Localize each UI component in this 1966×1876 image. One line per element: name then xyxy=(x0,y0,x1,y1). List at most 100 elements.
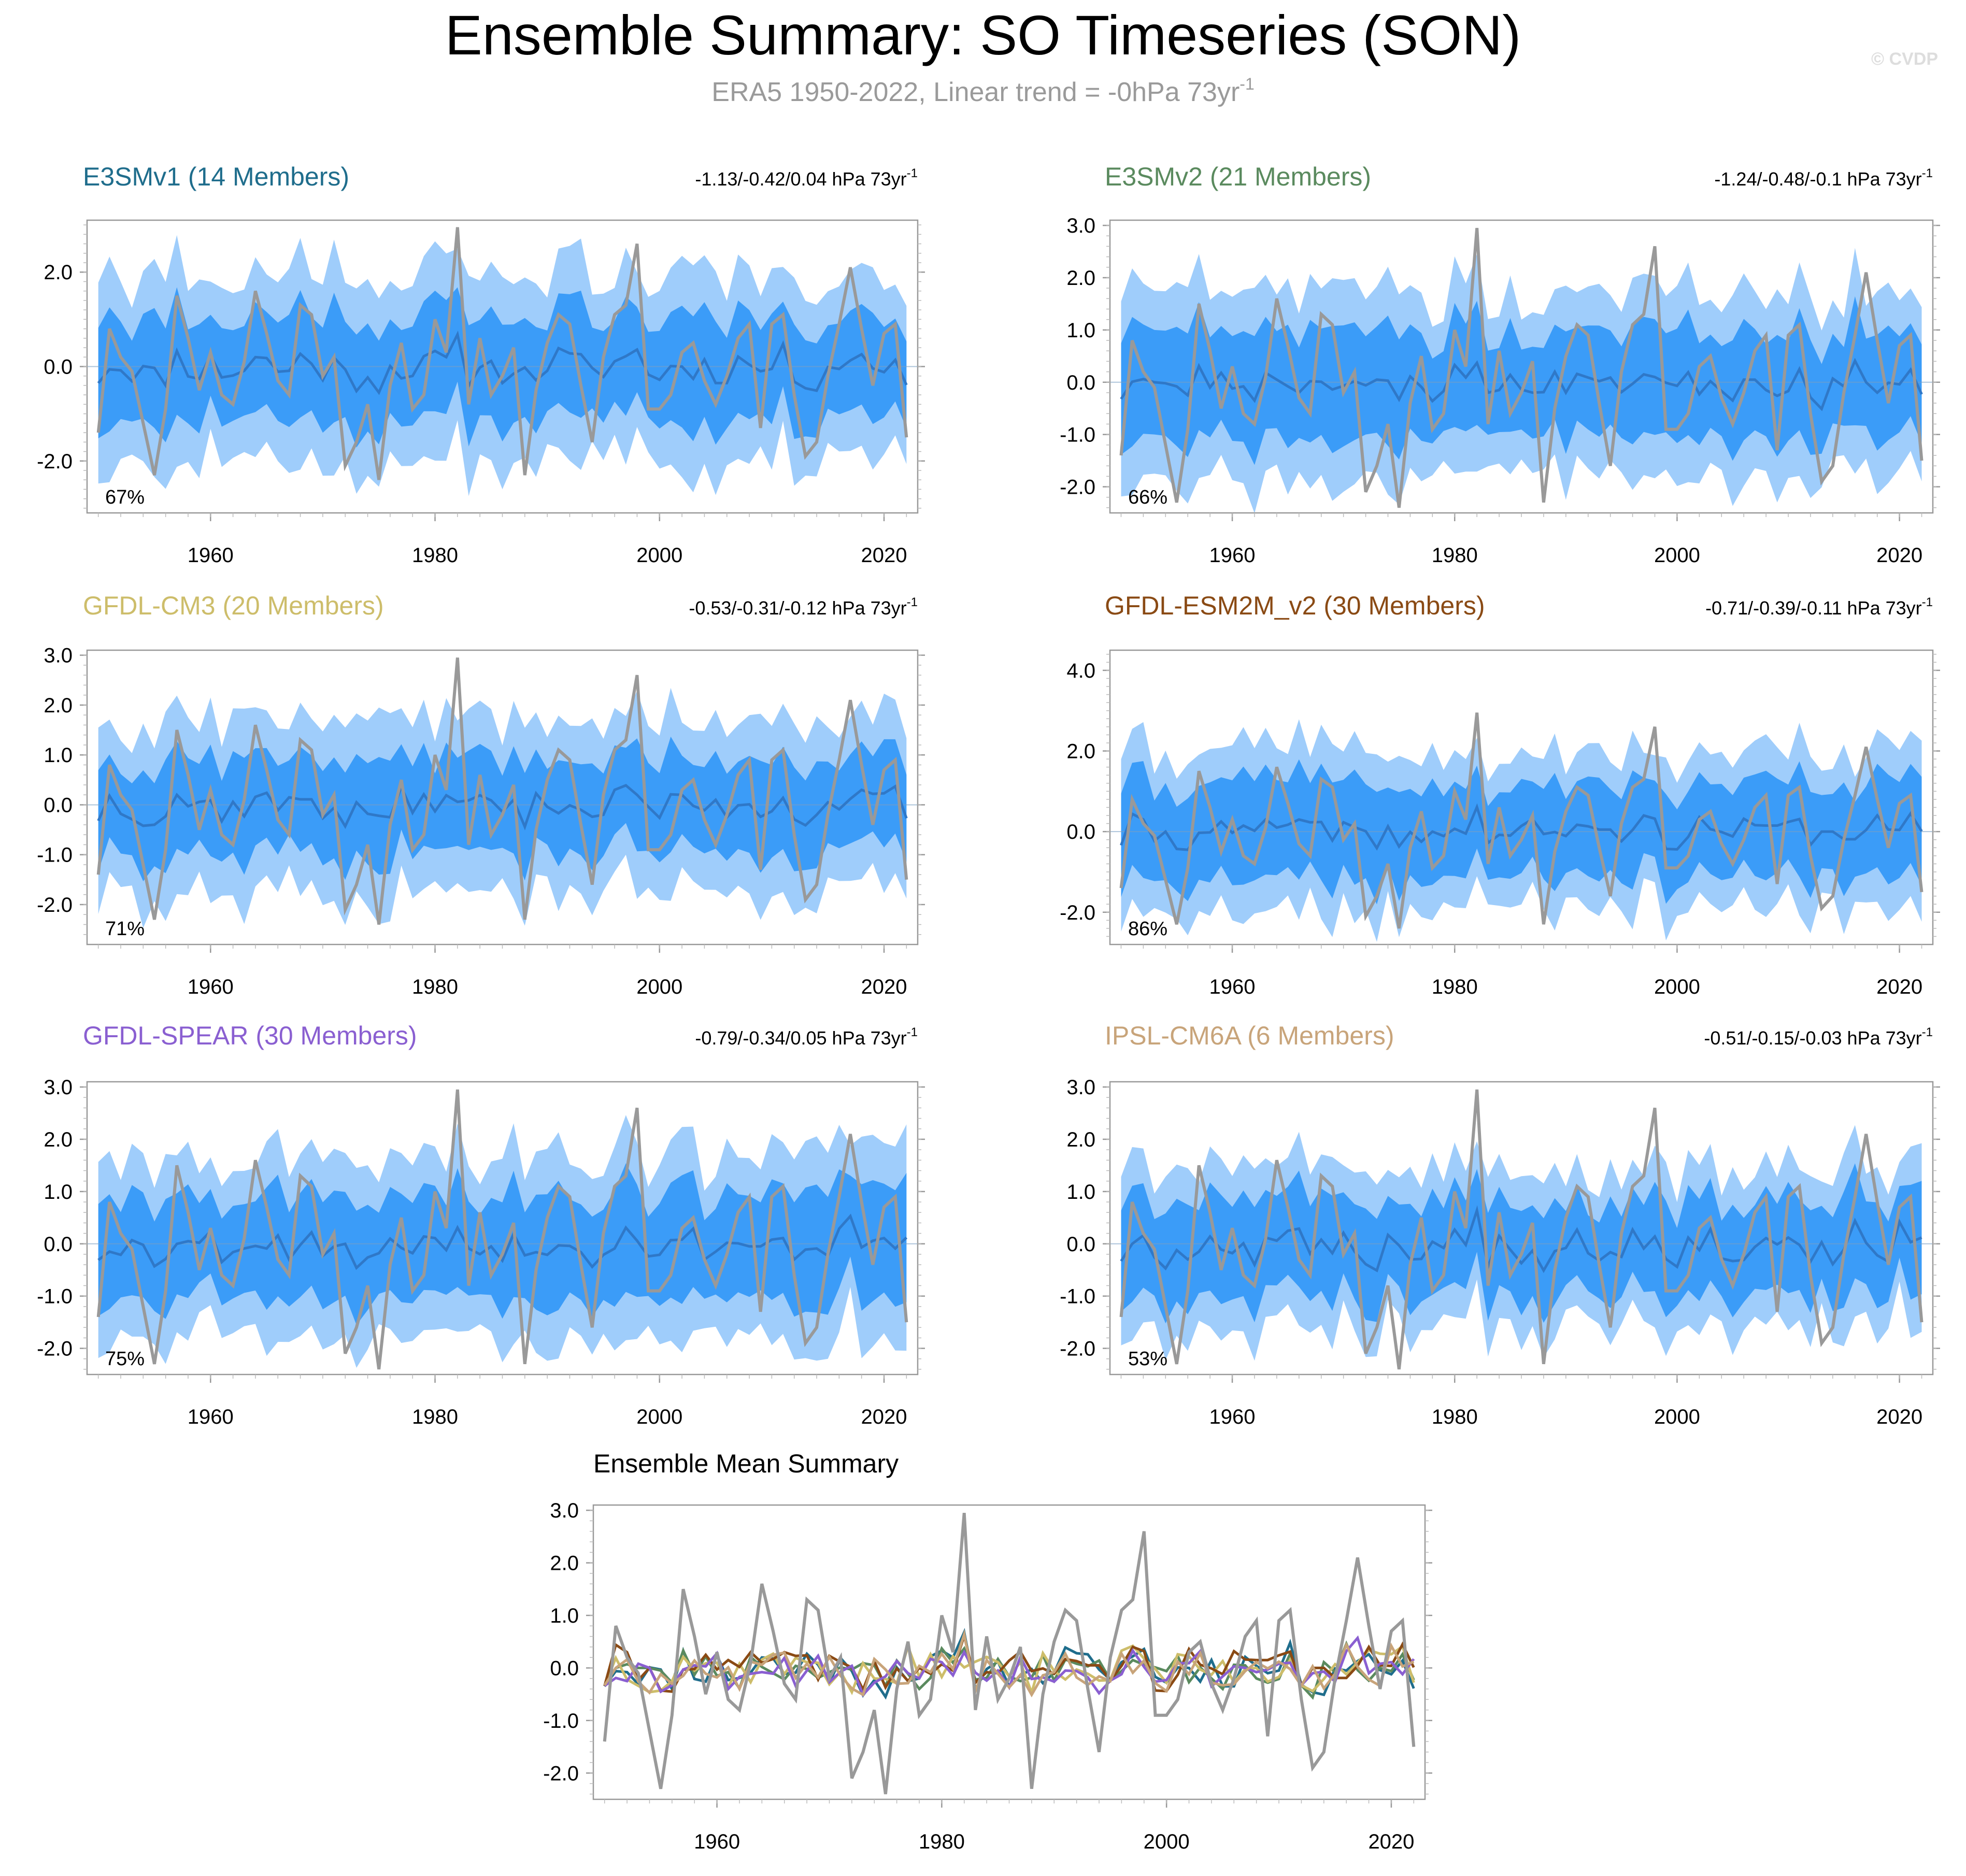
y-tick-label: 3.0 xyxy=(1066,1076,1095,1099)
x-tick-label: 2020 xyxy=(1876,976,1922,998)
panel-title: GFDL-CM3 (20 Members) xyxy=(83,591,384,620)
trend-label: -1.24/-0.48/-0.1 hPa 73yr-1 xyxy=(1714,166,1933,190)
chart-panel-1: E3SMv1 (14 Members) -1.13/-0.42/0.04 hPa … xyxy=(37,162,925,567)
y-tick-label: 1.0 xyxy=(44,1181,73,1204)
y-tick-label: 2.0 xyxy=(44,1128,73,1151)
y-tick-label: 0.0 xyxy=(44,794,73,817)
x-tick-label: 1980 xyxy=(412,976,458,998)
y-tick-label: -1.0 xyxy=(37,1285,73,1308)
x-tick-label: 1960 xyxy=(1209,1406,1256,1428)
trend-label: -0.71/-0.39/-0.11 hPa 73yr-1 xyxy=(1705,595,1933,619)
x-tick-label: 2020 xyxy=(861,544,907,567)
y-tick-label: -2.0 xyxy=(543,1762,579,1785)
ensemble-mean-line xyxy=(97,1213,908,1270)
y-tick-label: 3.0 xyxy=(44,1076,73,1099)
plot-area xyxy=(87,657,918,928)
y-tick-label: -2.0 xyxy=(1060,476,1095,499)
ensemble-inner-band xyxy=(98,287,907,448)
y-tick-label: 2.0 xyxy=(44,261,73,284)
chart-panel-3: GFDL-CM3 (20 Members) -0.53/-0.31/-0.12 h… xyxy=(37,591,925,998)
y-tick-label: 0.0 xyxy=(44,1233,73,1256)
chart-panel-7: Ensemble Mean Summary -2.0 -1.0 0.0 1.0 2.0 3.… xyxy=(543,1449,1432,1853)
y-tick-label: -1.0 xyxy=(1060,424,1095,447)
trend-label-sup: -1 xyxy=(1922,595,1933,609)
plot-area xyxy=(1110,227,1933,513)
y-tick-label: 0.0 xyxy=(1066,821,1095,843)
trend-label-text: -0.71/-0.39/-0.11 hPa 73yr xyxy=(1705,597,1922,619)
observed-line xyxy=(1119,1089,1924,1370)
plot-area xyxy=(603,1512,1416,1795)
observed-line xyxy=(603,1512,1416,1795)
percent-label: 66% xyxy=(1128,486,1167,508)
observed-line xyxy=(1119,227,1924,508)
watermark: © CVDP xyxy=(1871,49,1938,69)
x-tick-label: 1980 xyxy=(412,544,458,567)
percent-label: 75% xyxy=(105,1348,145,1370)
plot-area xyxy=(1110,1089,1933,1370)
y-tick-label: -1.0 xyxy=(1060,1285,1095,1308)
x-tick-label: 2000 xyxy=(1654,544,1700,567)
series-line-GFDL-ESM2M_v2 xyxy=(603,1631,1415,1693)
y-tick-label: 0.0 xyxy=(1066,371,1095,394)
x-tick-label: 1980 xyxy=(1432,1406,1478,1428)
x-tick-label: 2000 xyxy=(1654,976,1700,998)
x-tick-label: 2020 xyxy=(861,976,907,998)
figure-subtitle: ERA5 1950-2022, Linear trend = -0hPa 73y… xyxy=(711,75,1254,107)
y-tick-label: 3.0 xyxy=(1066,214,1095,237)
panel-title: GFDL-ESM2M_v2 (30 Members) xyxy=(1105,591,1485,620)
trend-label: -0.79/-0.34/0.05 hPa 73yr-1 xyxy=(695,1025,918,1049)
y-tick-label: -2.0 xyxy=(1060,901,1095,924)
y-tick-label: 2.0 xyxy=(44,694,73,717)
x-tick-label: 1960 xyxy=(694,1830,740,1853)
y-tick-label: 0.0 xyxy=(1066,1233,1095,1256)
y-tick-label: -2.0 xyxy=(37,450,73,473)
y-tick-label: 3.0 xyxy=(550,1499,579,1522)
x-tick-label: 1960 xyxy=(1209,544,1256,567)
chart-panel-4: GFDL-ESM2M_v2 (30 Members) -0.71/-0.39/-0… xyxy=(1060,591,1940,998)
ensemble-mean-line xyxy=(97,330,908,395)
x-tick-label: 2000 xyxy=(1654,1406,1700,1428)
trend-label-sup: -1 xyxy=(907,166,918,180)
y-tick-label: 3.0 xyxy=(44,645,73,667)
trend-label: -0.53/-0.31/-0.12 hPa 73yr-1 xyxy=(689,595,918,619)
x-tick-label: 1980 xyxy=(1432,544,1478,567)
trend-label-text: -1.24/-0.48/-0.1 hPa 73yr xyxy=(1714,168,1921,190)
panel-title: E3SMv1 (14 Members) xyxy=(83,162,349,191)
chart-panel-5: GFDL-SPEAR (30 Members) -0.79/-0.34/0.05 … xyxy=(37,1021,925,1428)
observed-line xyxy=(1119,712,1924,929)
series-line-IPSL-CM6A xyxy=(603,1629,1415,1698)
trend-label-text: -0.79/-0.34/0.05 hPa 73yr xyxy=(695,1027,906,1049)
x-tick-label: 1980 xyxy=(919,1830,965,1853)
chart-panel-6: IPSL-CM6A (6 Members) -0.51/-0.15/-0.03 h… xyxy=(1060,1021,1940,1428)
trend-label-sup: -1 xyxy=(907,1025,918,1039)
x-tick-label: 2020 xyxy=(1368,1830,1414,1853)
plot-area xyxy=(87,227,918,496)
x-tick-label: 1960 xyxy=(188,1406,234,1428)
y-tick-label: 1.0 xyxy=(1066,319,1095,342)
chart-panel-2: E3SMv2 (21 Members) -1.24/-0.48/-0.1 hPa … xyxy=(1060,162,1940,567)
percent-label: 86% xyxy=(1128,918,1167,940)
panels: E3SMv1 (14 Members) -1.13/-0.42/0.04 hPa … xyxy=(37,162,1940,1853)
y-tick-label: 2.0 xyxy=(1066,267,1095,290)
x-tick-label: 2000 xyxy=(1144,1830,1190,1853)
x-tick-label: 1960 xyxy=(188,544,234,567)
panel-title: Ensemble Mean Summary xyxy=(593,1449,899,1478)
y-tick-label: 2.0 xyxy=(550,1552,579,1575)
percent-label: 67% xyxy=(105,486,145,508)
trend-label-text: -0.53/-0.31/-0.12 hPa 73yr xyxy=(689,597,906,619)
y-tick-label: 1.0 xyxy=(44,744,73,767)
x-tick-label: 2020 xyxy=(1876,1406,1922,1428)
x-tick-label: 1980 xyxy=(1432,976,1478,998)
y-tick-label: -2.0 xyxy=(37,894,73,916)
ensemble-inner-band xyxy=(1121,296,1922,465)
y-tick-label: -1.0 xyxy=(543,1710,579,1732)
trend-label-text: -0.51/-0.15/-0.03 hPa 73yr xyxy=(1704,1027,1921,1049)
figure-subtitle-sup: -1 xyxy=(1240,75,1254,93)
trend-label: -0.51/-0.15/-0.03 hPa 73yr-1 xyxy=(1704,1025,1933,1049)
x-tick-label: 2020 xyxy=(861,1406,907,1428)
figure-title: Ensemble Summary: SO Timeseries (SON) xyxy=(445,4,1521,66)
y-tick-label: 1.0 xyxy=(1066,1181,1095,1204)
trend-label: -1.13/-0.42/0.04 hPa 73yr-1 xyxy=(695,166,918,190)
ensemble-mean-line xyxy=(1120,1205,1922,1273)
